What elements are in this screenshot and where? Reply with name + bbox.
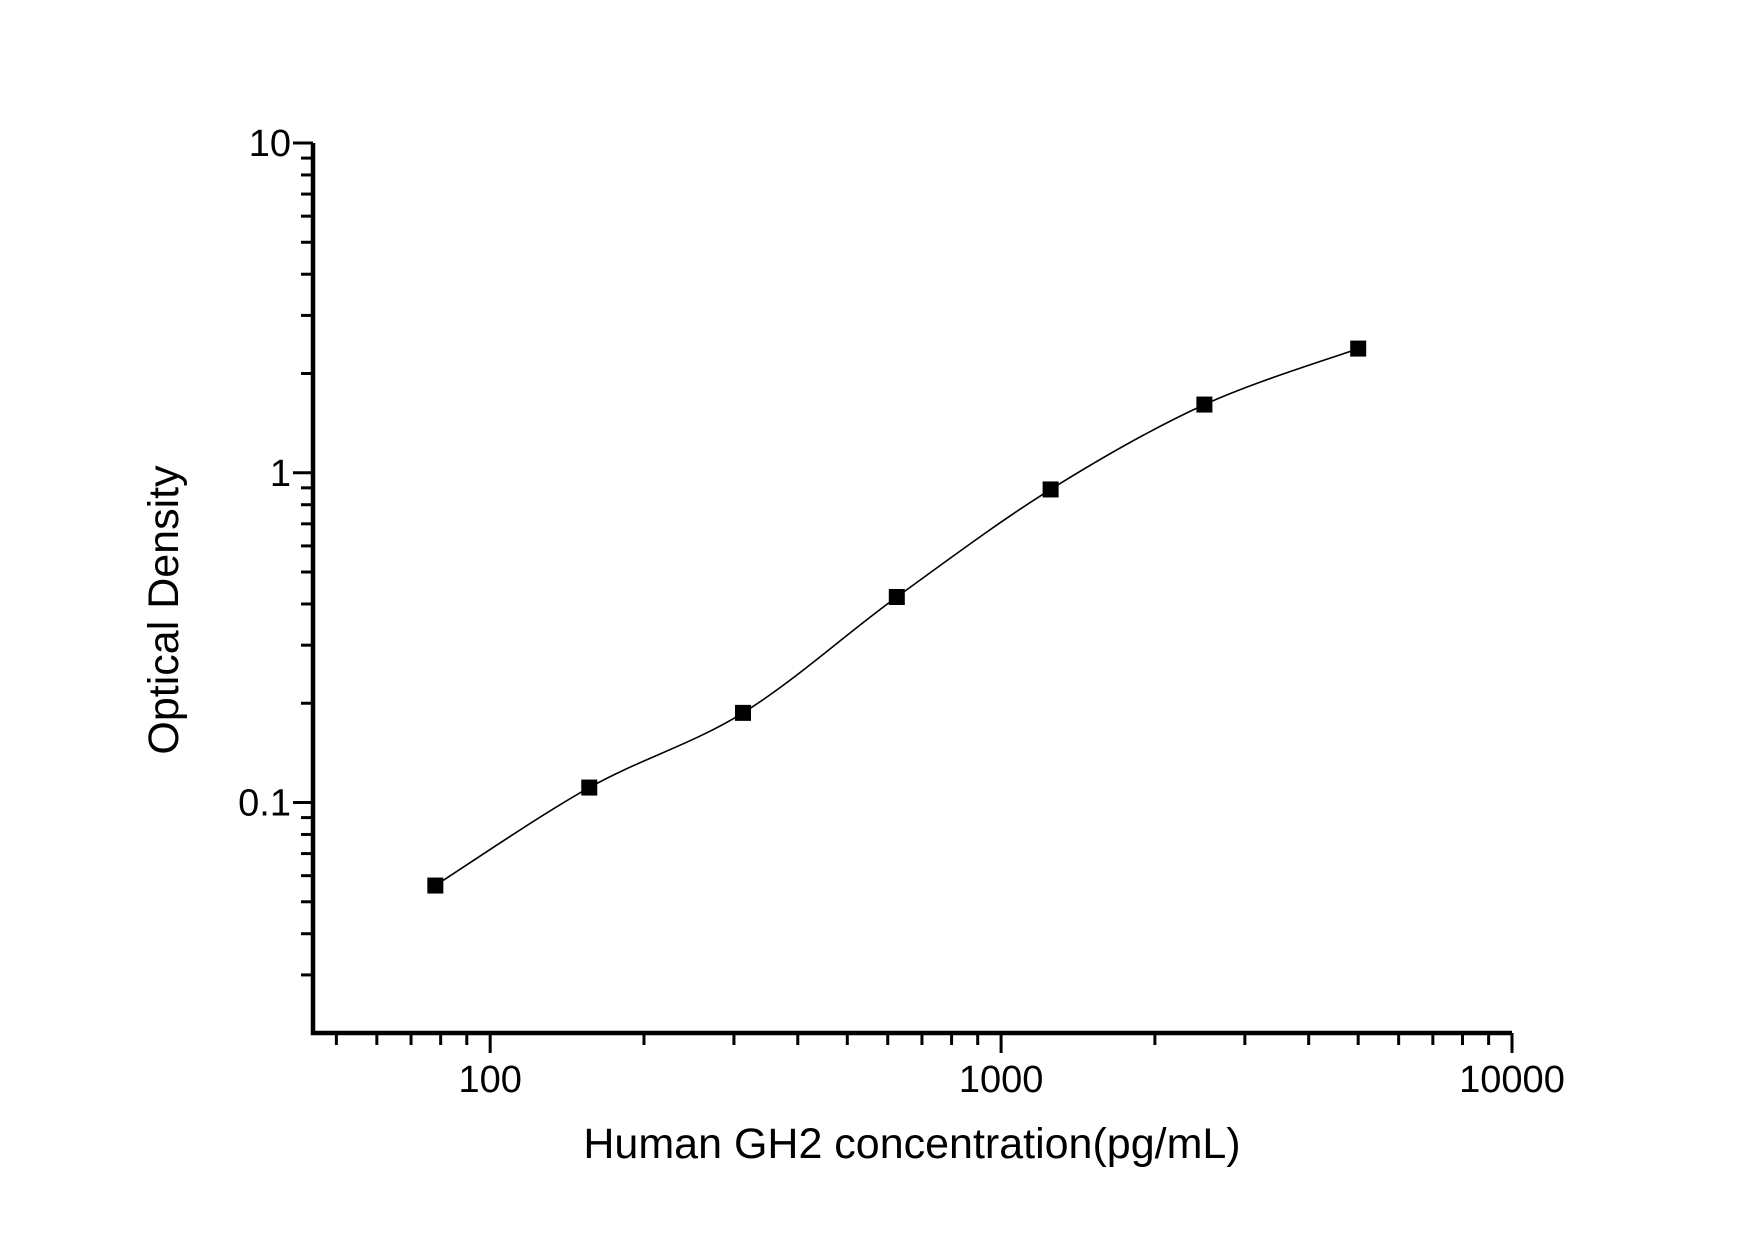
axes: [310, 143, 1512, 1036]
axis-ticks: [293, 141, 1514, 1053]
y-tick-label: 0.1: [238, 783, 291, 825]
x-tick-label: 100: [458, 1059, 521, 1101]
x-axis-title: Human GH2 concentration(pg/mL): [583, 1120, 1240, 1168]
y-axis-title: Optical Density: [140, 465, 188, 755]
data-point-marker: [735, 704, 752, 721]
axis-spines: [310, 143, 1512, 1036]
data-point-marker: [1196, 396, 1213, 413]
x-tick-label: 1000: [959, 1059, 1044, 1101]
data-point-marker: [427, 877, 444, 894]
plot-series: [427, 340, 1367, 894]
x-tick-label: 10000: [1459, 1059, 1565, 1101]
standard-curve-line: [434, 347, 1359, 887]
y-tick-label: 10: [249, 123, 291, 165]
axis-tick-labels: 100 1000 10000 0.1 1 10: [238, 123, 1565, 1101]
data-point-marker: [888, 588, 905, 605]
data-point-marker: [581, 779, 598, 796]
y-tick-label: 1: [270, 453, 291, 495]
data-point-marker: [1350, 340, 1367, 357]
data-point-marker: [1042, 481, 1059, 498]
